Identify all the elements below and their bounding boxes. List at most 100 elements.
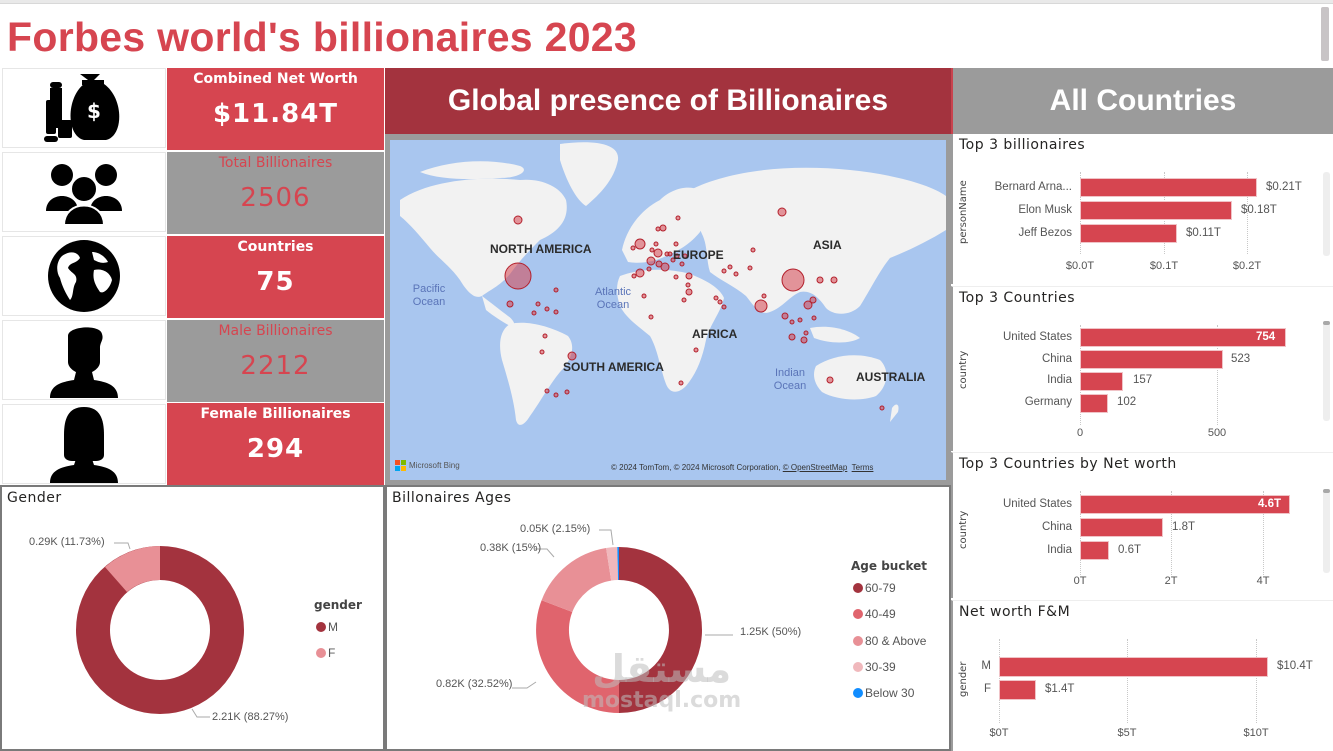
data-label: 0.05K (2.15%) bbox=[520, 523, 591, 535]
bar[interactable] bbox=[1080, 541, 1109, 560]
chart-net-worth-gender: Net worth F&M gender M F $10.4T $1.4T $0… bbox=[951, 600, 1333, 751]
bar[interactable] bbox=[1080, 201, 1232, 220]
category-label: China bbox=[1041, 353, 1072, 365]
data-label: 0.38K (15%) bbox=[480, 542, 542, 554]
data-label: 0.29K (11.73%) bbox=[29, 536, 105, 548]
donut-svg bbox=[76, 542, 244, 718]
female-person-icon bbox=[50, 407, 118, 483]
category-label: China bbox=[1041, 521, 1072, 533]
chart-title: Net worth F&M bbox=[959, 604, 1071, 620]
bar[interactable] bbox=[1080, 328, 1286, 347]
chart-scrollbar[interactable] bbox=[1323, 172, 1330, 256]
category-label: India bbox=[1047, 544, 1072, 556]
kpi-label: Total Billionaires bbox=[218, 155, 333, 171]
donut-svg bbox=[512, 529, 733, 713]
chart-ages-donut: Billonaires Ages 1.25K (50%) 0.82K (32.5… bbox=[385, 485, 951, 751]
bar[interactable] bbox=[1080, 350, 1223, 369]
legend-item-80-above[interactable]: 80 & Above bbox=[853, 634, 926, 648]
data-label: $1.4T bbox=[1045, 683, 1075, 695]
data-label: 4.6T bbox=[1258, 498, 1282, 510]
category-label: United States bbox=[1002, 331, 1072, 343]
kpi-value: $11.84T bbox=[212, 99, 339, 129]
data-label: 0.82K (32.52%) bbox=[436, 678, 513, 690]
world-map[interactable]: NORTH AMERICA EUROPE ASIA AFRICA SOUTH A… bbox=[390, 140, 946, 480]
legend-dot-icon bbox=[316, 648, 326, 658]
svg-text:$: $ bbox=[87, 99, 101, 123]
category-label: Bernard Arna... bbox=[994, 181, 1072, 193]
continent-label: SOUTH AMERICA bbox=[563, 360, 664, 374]
category-label: Elon Musk bbox=[1018, 204, 1072, 216]
category-label: F bbox=[983, 683, 991, 695]
microsoft-logo-icon bbox=[395, 460, 406, 471]
osm-link[interactable]: © OpenStreetMap bbox=[782, 463, 848, 472]
money-bag-icon: $ bbox=[44, 74, 120, 142]
chart-top-billionaires: Top 3 billionaires personName Bernard Ar… bbox=[951, 134, 1333, 284]
kpi-value: 294 bbox=[246, 434, 305, 464]
data-label: $0.18T bbox=[1241, 204, 1277, 216]
bar[interactable] bbox=[1080, 224, 1177, 243]
category-label: Jeff Bezos bbox=[1018, 227, 1073, 239]
legend-item-f[interactable]: F bbox=[316, 646, 335, 660]
continent-label: AFRICA bbox=[692, 327, 738, 341]
x-tick: 0T bbox=[1073, 575, 1087, 587]
kpi-card-total: Total Billionaires 2506 bbox=[167, 152, 384, 234]
kpi-label: Combined Net Worth bbox=[193, 71, 358, 87]
donut-slice-f bbox=[105, 546, 160, 592]
x-tick: $10T bbox=[1243, 727, 1269, 739]
category-label: M bbox=[981, 660, 991, 672]
bar[interactable] bbox=[999, 680, 1036, 700]
bar[interactable] bbox=[1080, 178, 1257, 197]
kpi-label: Countries bbox=[237, 239, 314, 255]
chart-title: Gender bbox=[7, 490, 62, 506]
kpi-value: 2212 bbox=[240, 351, 311, 381]
kpi-icon-cell-female bbox=[2, 404, 166, 484]
terms-link[interactable]: Terms bbox=[851, 463, 874, 472]
continent-label: AUSTRALIA bbox=[856, 370, 926, 384]
legend-item-m[interactable]: M bbox=[316, 620, 338, 634]
top-border bbox=[0, 0, 1333, 4]
data-label: 157 bbox=[1133, 374, 1153, 386]
kpi-icon-cell-net-worth: $ bbox=[2, 68, 166, 148]
bar[interactable] bbox=[1080, 495, 1290, 514]
chart-gender-donut: Gender 0.29K (11.73%) 2.21K (88.27%) gen… bbox=[0, 485, 385, 751]
legend-dot-icon bbox=[316, 622, 326, 632]
copyright-text: © 2024 TomTom, © 2024 Microsoft Corporat… bbox=[611, 463, 781, 472]
legend-title: Age bucket bbox=[851, 559, 927, 573]
data-label: 102 bbox=[1117, 396, 1137, 408]
kpi-label: Male Billionaires bbox=[218, 323, 333, 339]
bar[interactable] bbox=[1080, 518, 1163, 537]
bar[interactable] bbox=[1080, 372, 1123, 391]
legend-item-40-49[interactable]: 40-49 bbox=[853, 607, 896, 621]
x-tick: $0.2T bbox=[1232, 260, 1262, 272]
bing-label: Microsoft Bing bbox=[409, 461, 460, 470]
bar[interactable] bbox=[999, 657, 1268, 677]
category-label: India bbox=[1047, 374, 1072, 386]
country-filter-header[interactable]: All Countries bbox=[951, 68, 1333, 134]
chart-title: Top 3 Countries by Net worth bbox=[959, 456, 1177, 472]
people-group-icon bbox=[46, 164, 122, 225]
legend-item-below-30[interactable]: Below 30 bbox=[853, 686, 914, 700]
chart-scrollbar[interactable] bbox=[1323, 489, 1330, 573]
data-label: $0.21T bbox=[1266, 181, 1302, 193]
chart-scrollbar[interactable] bbox=[1323, 321, 1330, 421]
category-label: United States bbox=[1002, 498, 1072, 510]
legend-dot-icon bbox=[853, 609, 863, 619]
kpi-card-male: Male Billionaires 2212 bbox=[167, 320, 384, 402]
kpi-card-female: Female Billionaires 294 bbox=[167, 403, 384, 485]
page-scrollbar[interactable] bbox=[1321, 7, 1329, 61]
male-person-icon bbox=[50, 327, 118, 398]
ocean-label: Pacific Ocean bbox=[412, 283, 446, 308]
x-tick: $0.0T bbox=[1065, 260, 1095, 272]
legend-item-30-39[interactable]: 30-39 bbox=[853, 660, 896, 674]
category-label: Germany bbox=[1024, 396, 1072, 408]
kpi-card-net-worth: Combined Net Worth $11.84T bbox=[167, 68, 384, 150]
legend-item-60-79[interactable]: 60-79 bbox=[853, 581, 896, 595]
chart-title: Top 3 billionaires bbox=[959, 137, 1086, 153]
data-label: 1.8T bbox=[1172, 521, 1196, 533]
x-tick: $0.1T bbox=[1149, 260, 1179, 272]
ocean-label: Indian Ocean bbox=[773, 367, 807, 392]
bar[interactable] bbox=[1080, 394, 1108, 413]
data-label: $0.11T bbox=[1186, 227, 1221, 239]
bing-attribution: Microsoft Bing bbox=[395, 460, 460, 471]
continent-label: NORTH AMERICA bbox=[490, 242, 592, 256]
